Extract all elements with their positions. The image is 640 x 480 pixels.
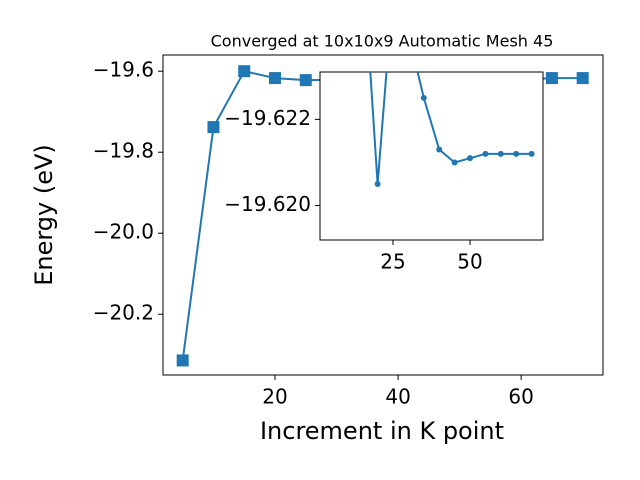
data-point xyxy=(545,72,558,85)
chart-title: Converged at 10x10x9 Automatic Mesh 45 xyxy=(211,32,554,51)
data-point xyxy=(467,155,474,162)
data-point xyxy=(374,181,381,187)
plot-area xyxy=(319,71,544,241)
data-point xyxy=(299,74,312,87)
y-tick-label: −20.0 xyxy=(93,220,154,244)
data-point xyxy=(207,121,220,134)
x-tick-label: 50 xyxy=(457,250,482,274)
x-tick-label: 40 xyxy=(385,385,410,409)
x-tick-label: 60 xyxy=(508,385,533,409)
y-axis-label: Energy (eV) xyxy=(30,144,58,286)
data-point xyxy=(513,150,520,157)
data-point xyxy=(176,354,189,367)
y-tick-label: −19.8 xyxy=(93,139,154,163)
y-tick-label: −19.620 xyxy=(224,192,311,216)
data-point xyxy=(497,150,504,157)
data-point xyxy=(269,72,281,85)
x-tick-label: 20 xyxy=(262,385,287,409)
data-point xyxy=(238,65,251,78)
data-point xyxy=(436,146,443,153)
data-point xyxy=(451,159,458,166)
x-tick-label: 25 xyxy=(380,250,405,274)
x-axis-label: Increment in K point xyxy=(260,417,504,445)
data-point xyxy=(576,72,589,85)
y-tick-label: −19.6 xyxy=(93,58,154,82)
y-tick-label: −19.622 xyxy=(224,106,311,130)
data-point xyxy=(420,94,427,101)
data-point xyxy=(528,150,535,157)
data-point xyxy=(482,150,489,157)
y-tick-label: −20.2 xyxy=(93,301,154,325)
plot-clip xyxy=(369,72,535,187)
